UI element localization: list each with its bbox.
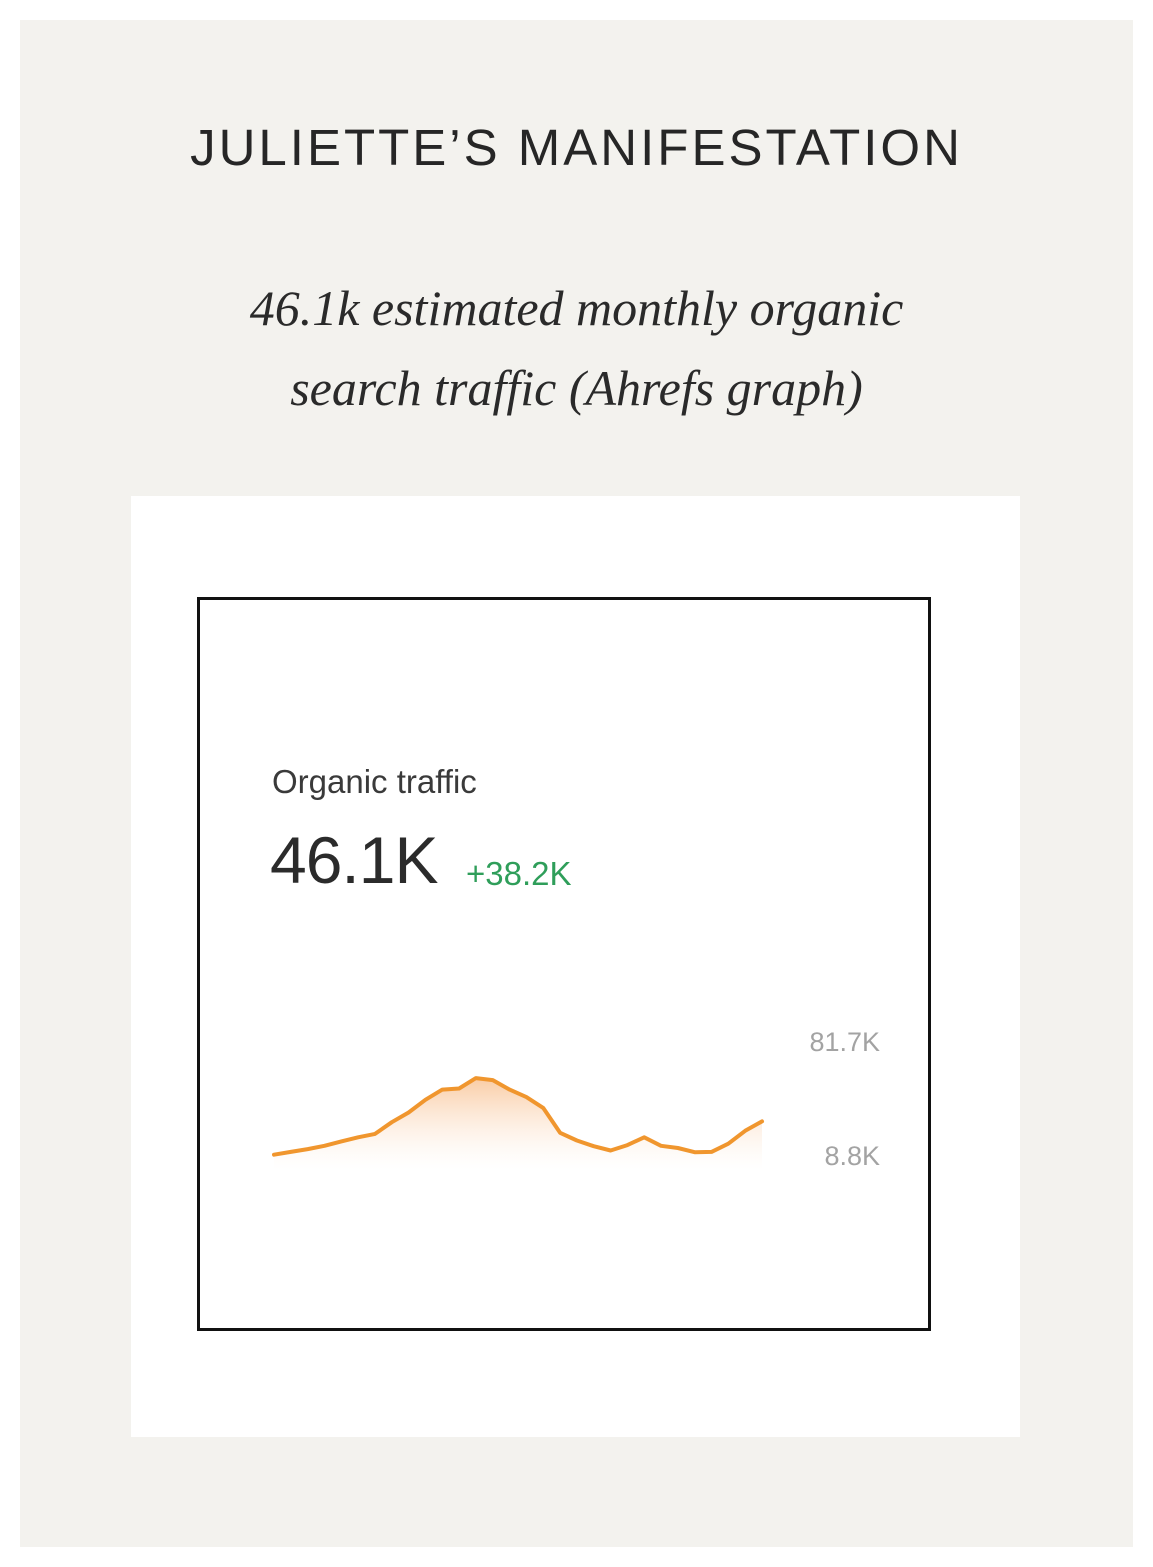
caption-line-2: search traffic (Ahrefs graph) — [290, 360, 863, 416]
caption: 46.1k estimated monthly organic search t… — [0, 268, 1153, 428]
metric-value: 46.1K — [270, 823, 438, 897]
y-tick-max: 81.7K — [809, 1027, 880, 1057]
caption-line-1: 46.1k estimated monthly organic — [249, 280, 904, 336]
chart-series-line — [272, 1076, 764, 1157]
metric-label: Organic traffic — [272, 763, 477, 800]
metric-change: +38.2K — [466, 855, 572, 892]
y-tick-min: 8.8K — [824, 1141, 880, 1171]
brand-title: JULIETTE’S MANIFESTATION — [190, 119, 963, 176]
chart-area-fill — [274, 1078, 762, 1170]
screenshot-frame — [197, 597, 931, 1331]
